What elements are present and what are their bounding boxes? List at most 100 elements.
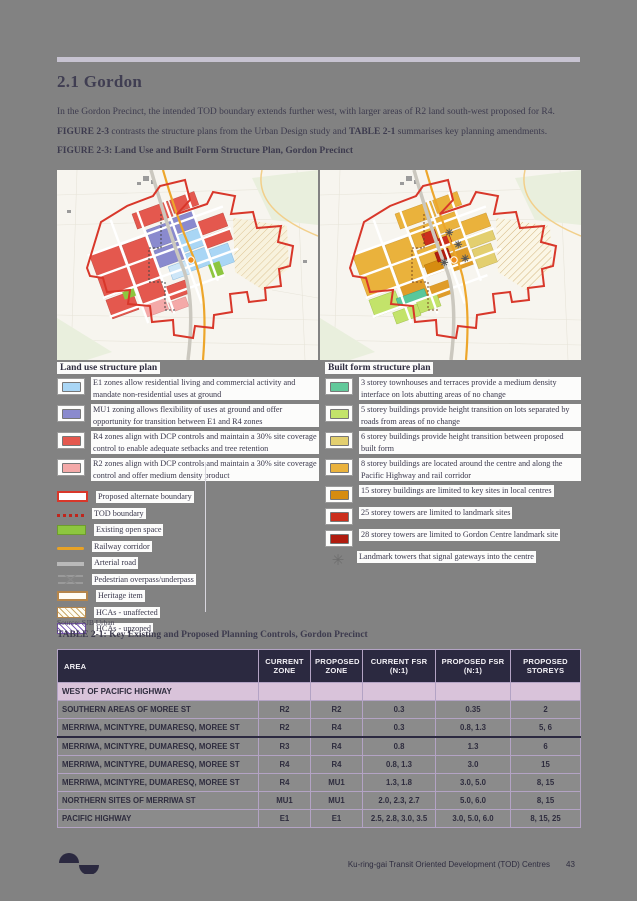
tod-boundary-line bbox=[148, 214, 177, 311]
group-row-cell bbox=[435, 682, 511, 701]
col-header-current-fsr: CURRENT FSR (N:1) bbox=[362, 649, 436, 683]
accent-bar bbox=[57, 57, 580, 62]
railway-line bbox=[424, 170, 469, 360]
cell-current-zone: R3 bbox=[258, 736, 311, 756]
source-note: Source: SJB Urban bbox=[57, 618, 115, 627]
r4-zones bbox=[89, 191, 233, 320]
fifteen-storey-swatch bbox=[325, 486, 353, 503]
table-row: MERRIWA, MCINTYRE, DUMARESQ, MOREE ST R2… bbox=[57, 718, 581, 738]
cell-proposed-storeys: 8, 15 bbox=[510, 791, 581, 810]
landmark-asterisk-markers: ✳✳✳✳ bbox=[440, 228, 470, 270]
col-header-current-zone: CURRENT ZONE bbox=[258, 649, 311, 683]
col-header-proposed-fsr: PROPOSED FSR (N:1) bbox=[435, 649, 511, 683]
legend-item-label: 5 storey buildings provide height transi… bbox=[359, 404, 581, 427]
figure-caption: FIGURE 2-3: Land Use and Built Form Stru… bbox=[57, 146, 353, 156]
table-row: PACIFIC HIGHWAY E1 E1 2.5, 2.8, 3.0, 3.5… bbox=[57, 809, 581, 828]
cell-area: MERRIWA, MCINTYRE, DUMARESQ, MOREE ST bbox=[57, 718, 259, 738]
intro-line-2-text: contrasts the structure plans from the U… bbox=[109, 127, 349, 137]
table-row: MERRIWA, MCINTYRE, DUMARESQ, MOREE ST R4… bbox=[57, 773, 581, 792]
intro-paragraph: In the Gordon Precinct, the intended TOD… bbox=[57, 102, 581, 142]
five-storey-swatch bbox=[325, 405, 353, 422]
legend-item-label: 15 storey buildings are limited to key s… bbox=[359, 485, 554, 497]
cell-current-zone: R4 bbox=[258, 773, 311, 792]
legend-item: Pedestrian overpass/underpass bbox=[57, 573, 319, 585]
tod-boundary-icon bbox=[57, 513, 84, 517]
legend-item-label: Heritage item bbox=[96, 590, 145, 602]
cell-current-fsr: 2.5, 2.8, 3.0, 3.5 bbox=[362, 809, 436, 828]
svg-text:✳: ✳ bbox=[445, 228, 453, 239]
planning-controls-table: AREA CURRENT ZONE PROPOSED ZONE CURRENT … bbox=[57, 649, 581, 828]
section-heading: 2.1 Gordon bbox=[57, 72, 143, 91]
group-row-cell bbox=[310, 682, 363, 701]
cell-current-fsr: 2.0, 2.3, 2.7 bbox=[362, 791, 436, 810]
legend-item-label: Landmark towers that signal gateways int… bbox=[357, 551, 536, 563]
legend-item-label: 3 storey townhouses and terraces provide… bbox=[359, 377, 581, 400]
table-row: MERRIWA, MCINTYRE, DUMARESQ, MOREE ST R3… bbox=[57, 736, 581, 756]
table-ref: TABLE 2-1 bbox=[348, 127, 396, 137]
arterial-road-icon bbox=[57, 562, 84, 567]
cell-proposed-fsr: 3.0, 5.0 bbox=[435, 773, 511, 792]
legend-item: 5 storey buildings provide height transi… bbox=[325, 404, 581, 427]
legend-item: R4 zones align with DCP controls and mai… bbox=[57, 431, 319, 454]
svg-text:✳: ✳ bbox=[461, 254, 469, 265]
land-use-map bbox=[57, 170, 318, 360]
cell-proposed-storeys: 8, 15 bbox=[510, 773, 581, 792]
legend-item-label: Pedestrian overpass/underpass bbox=[92, 573, 196, 585]
table-group-row: WEST OF PACIFIC HIGHWAY bbox=[57, 682, 581, 701]
cell-proposed-storeys: 2 bbox=[510, 700, 581, 719]
cell-proposed-fsr: 0.8, 1.3 bbox=[435, 718, 511, 738]
legend-item: HCAs - upzoned bbox=[57, 623, 319, 635]
cell-area: NORTHERN SITES OF MERRIWA ST bbox=[57, 791, 259, 810]
svg-text:✳: ✳ bbox=[440, 258, 448, 269]
legend-item: Existing open space bbox=[57, 524, 319, 536]
r4-zone-swatch bbox=[57, 432, 85, 449]
legend-item: 6 storey buildings provide height transi… bbox=[325, 431, 581, 454]
page-number: 43 bbox=[566, 860, 575, 869]
three-storey-swatch bbox=[325, 378, 353, 395]
hca-unaffected-icon bbox=[57, 606, 86, 618]
e1-zone-swatch bbox=[57, 378, 85, 395]
twentyfive-storey-swatch bbox=[325, 508, 353, 525]
footer-title: Ku-ring-gai Transit Oriented Development… bbox=[347, 860, 550, 869]
land-use-legend-title: Land use structure plan bbox=[57, 362, 161, 374]
landmark-asterisk-icon: ✳ bbox=[331, 552, 345, 569]
railway-line bbox=[161, 170, 206, 360]
cell-current-zone: R2 bbox=[258, 718, 311, 738]
cell-area: MERRIWA, MCINTYRE, DUMARESQ, MOREE ST bbox=[57, 755, 259, 774]
legend-item-label: Existing open space bbox=[94, 524, 164, 536]
cell-proposed-zone: E1 bbox=[310, 809, 363, 828]
legend-item-label: HCAs - upzoned bbox=[94, 623, 154, 635]
cell-area: MERRIWA, MCINTYRE, DUMARESQ, MOREE ST bbox=[57, 736, 259, 756]
col-header-proposed-storeys: PROPOSED STOREYS bbox=[510, 649, 581, 683]
cell-current-zone: MU1 bbox=[258, 791, 311, 810]
cell-proposed-fsr: 5.0, 6.0 bbox=[435, 791, 511, 810]
legend-item-label: 6 storey buildings provide height transi… bbox=[359, 431, 581, 454]
cell-proposed-storeys: 8, 15, 25 bbox=[510, 809, 581, 828]
legend-item: 15 storey buildings are limited to key s… bbox=[325, 485, 581, 503]
table-row: SOUTHERN AREAS OF MOREE ST R2 R2 0.3 0.3… bbox=[57, 700, 581, 719]
built-form-map: ✳✳✳✳ bbox=[320, 170, 581, 360]
cell-proposed-zone: MU1 bbox=[310, 791, 363, 810]
cell-current-zone: R4 bbox=[258, 755, 311, 774]
cell-current-zone: E1 bbox=[258, 809, 311, 828]
open-space-icon bbox=[57, 524, 86, 535]
legend-item-label: Proposed alternate boundary bbox=[96, 491, 194, 503]
cell-proposed-zone: MU1 bbox=[310, 773, 363, 792]
council-logo bbox=[59, 853, 99, 874]
cell-area: PACIFIC HIGHWAY bbox=[57, 809, 259, 828]
legend-item: ✳ Landmark towers that signal gateways i… bbox=[325, 551, 581, 569]
cell-proposed-zone: R4 bbox=[310, 736, 363, 756]
col-header-area: AREA bbox=[57, 649, 259, 683]
pacific-highway bbox=[149, 170, 193, 360]
heritage-item-icon bbox=[57, 590, 88, 601]
r2-zone-swatch bbox=[57, 459, 85, 476]
table-row: NORTHERN SITES OF MERRIWA ST MU1 MU1 2.0… bbox=[57, 791, 581, 810]
pedestrian-overpass-icon bbox=[57, 574, 84, 585]
group-row-cell bbox=[362, 682, 436, 701]
legend-item: Railway corridor bbox=[57, 540, 319, 552]
group-row-cell bbox=[258, 682, 311, 701]
cell-current-zone: R2 bbox=[258, 700, 311, 719]
table-caption: TABLE 2-1: Key Existing and Proposed Pla… bbox=[57, 630, 368, 640]
cell-current-fsr: 1.3, 1.8 bbox=[362, 773, 436, 792]
intro-line-2-tail: summarises key planning amendments. bbox=[395, 127, 548, 137]
